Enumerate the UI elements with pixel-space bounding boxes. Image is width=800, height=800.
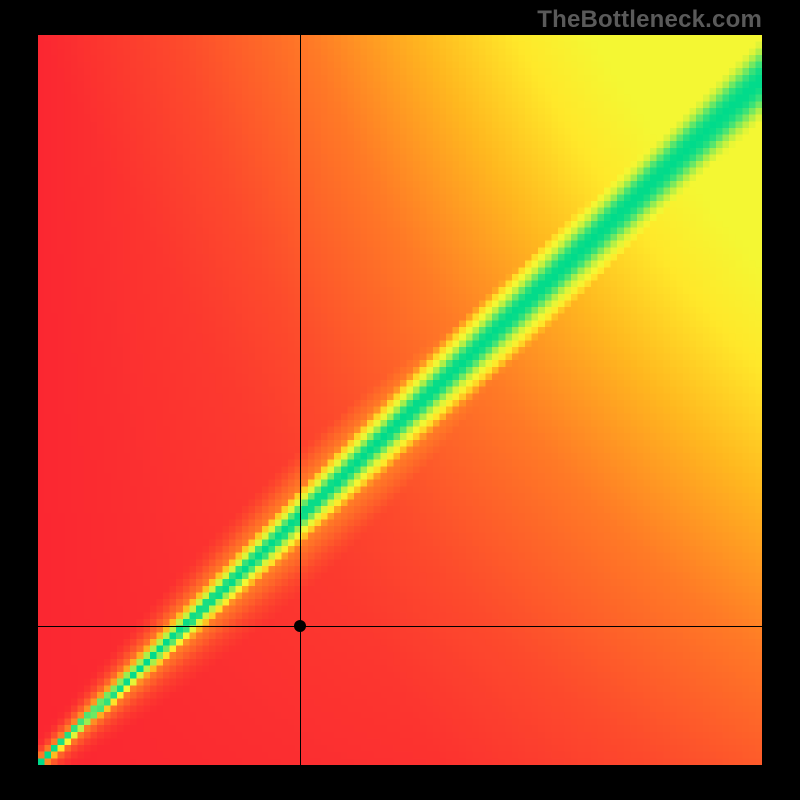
crosshair-horizontal [38,626,762,627]
watermark: TheBottleneck.com [537,6,762,34]
chart-container: TheBottleneck.com [0,0,800,800]
bottleneck-heatmap [38,35,762,765]
crosshair-vertical [300,35,301,765]
